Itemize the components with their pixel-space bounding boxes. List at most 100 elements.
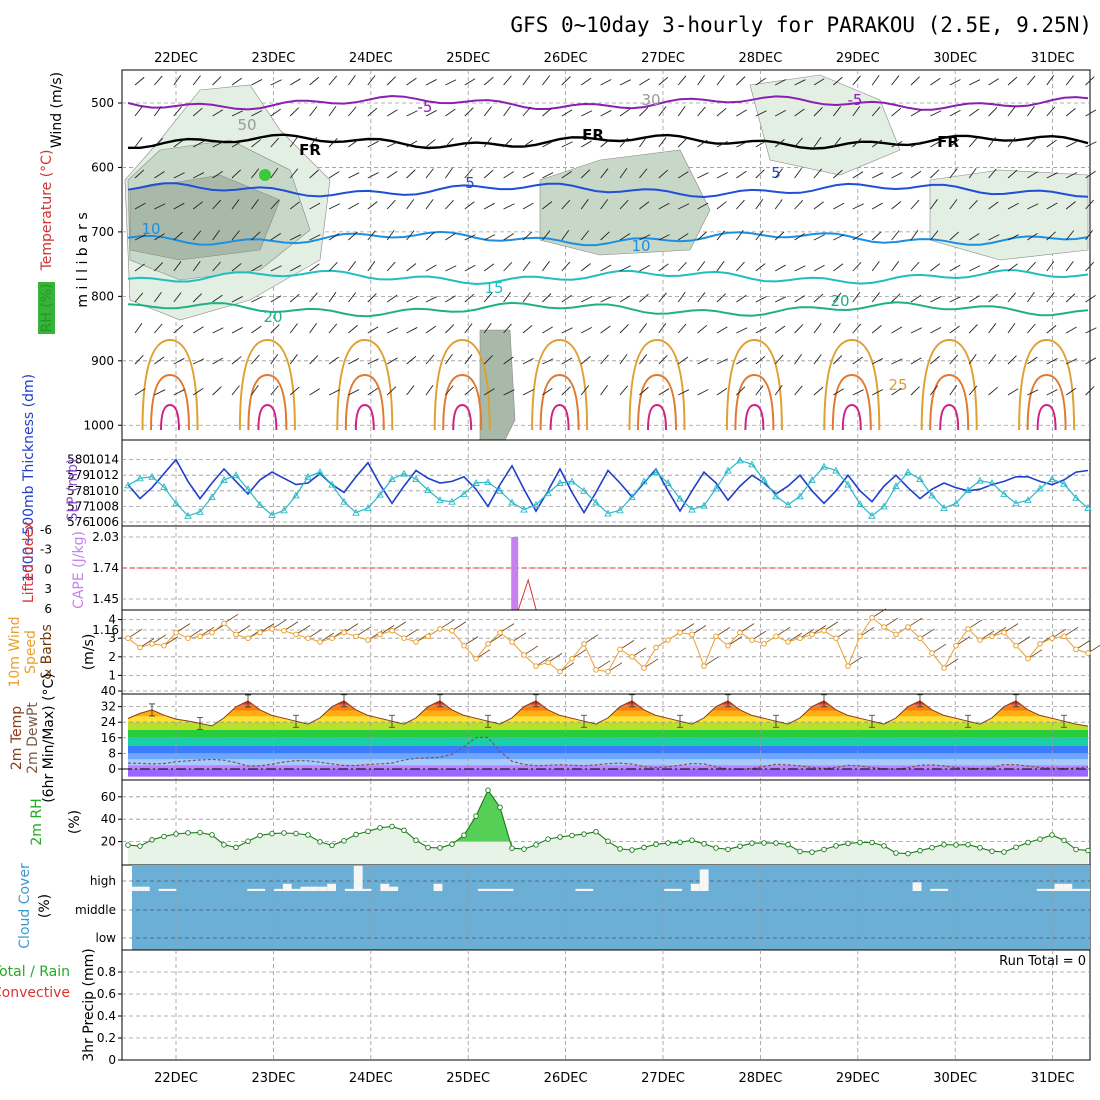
wind-barb (503, 233, 514, 241)
wind-barb (600, 264, 612, 272)
rh-point (161, 833, 167, 840)
wind-barb (309, 292, 318, 303)
wind-speed-point (197, 633, 203, 640)
wind-barb (134, 292, 144, 303)
high-cloud-bar (584, 888, 594, 891)
wind-barb (910, 386, 920, 396)
high-cloud-bar (575, 888, 585, 891)
wind-barb (134, 169, 145, 179)
date-tick-bottom: 30DEC (933, 1071, 977, 1086)
wind-barb (891, 387, 902, 396)
rh-point (713, 845, 719, 851)
wind-speed-point (629, 654, 635, 660)
wind-barb (1027, 171, 1038, 179)
axis-title-temperature2m-line: (6hr Min/Max) (°C) (41, 673, 57, 803)
temperature-tick-label: 32 (101, 700, 116, 714)
wind-barb (1046, 261, 1055, 272)
wind-barb (949, 231, 959, 241)
wind-barb (561, 199, 571, 210)
lifted-index-tick: -3 (40, 543, 52, 557)
wind-barb (736, 386, 746, 396)
thickness-tick-label: 576 (67, 515, 90, 529)
wind-barb (367, 107, 378, 117)
wind-barb (852, 171, 864, 179)
wind-barb (173, 106, 182, 117)
wind-speed-point (917, 635, 923, 642)
axis-title-convective: Convective (0, 985, 70, 1001)
high-cloud-bar (344, 888, 354, 891)
wind-barb (910, 199, 920, 210)
boundary-isotherm (823, 338, 881, 431)
wind-barb (736, 229, 744, 241)
wind-barb (581, 110, 593, 117)
rh-point (677, 839, 683, 846)
isotherm-line (127, 301, 1089, 318)
slp-point (328, 480, 336, 488)
wind-speed-point (221, 620, 227, 627)
slp-point (940, 504, 948, 511)
wind-speed-point (497, 629, 503, 636)
wind-barb (697, 357, 709, 365)
wind-barb (425, 110, 437, 117)
wind-speed-point (1013, 642, 1019, 649)
wind-speed-point (725, 642, 731, 649)
wind-barb (968, 199, 978, 210)
high-cloud-bar (273, 888, 283, 891)
wind-barb (774, 110, 787, 117)
slp-point (460, 489, 468, 497)
axis-unit-rh2m-line: (%) (67, 810, 83, 834)
high-cloud-bar (167, 888, 177, 891)
wind-barb (910, 294, 922, 303)
wind-speed-point (293, 631, 299, 638)
wind-barb (503, 105, 511, 117)
slp-point (304, 472, 312, 480)
slp-point (268, 511, 276, 518)
pressure-tick-label: 600 (91, 160, 114, 174)
wind-barb (154, 233, 165, 241)
wind-barb (677, 356, 689, 365)
wind-barb (464, 386, 475, 396)
wind-barb (580, 296, 593, 303)
date-tick-top: 24DEC (349, 51, 393, 66)
wind-barb (367, 201, 378, 210)
wind-barb (1085, 170, 1096, 179)
wind-barb (852, 261, 862, 272)
date-tick-bottom: 28DEC (738, 1071, 782, 1086)
wind-barb (406, 385, 415, 396)
wind-barb (193, 358, 205, 365)
rh-point (353, 831, 359, 838)
wind-barb (852, 291, 861, 303)
date-tick-bottom: 27DEC (641, 1071, 685, 1086)
wind-barb (1065, 172, 1078, 179)
rh-point (917, 847, 923, 854)
boundary-isotherm (160, 403, 180, 431)
wind-speed-point (1001, 629, 1007, 636)
rh-legend-swatch (38, 282, 55, 334)
wind-barb (619, 385, 629, 396)
wind-speed-point (989, 633, 995, 640)
high-cloud-bar (300, 886, 310, 891)
wind-barb (154, 203, 166, 210)
precip-panel: 0 0.2 0.4 0.6 0.8 Run Total = 0 (97, 949, 1091, 1067)
slp-point (628, 493, 636, 500)
wind-barb (134, 234, 146, 241)
boundary-isotherm (150, 373, 190, 431)
wind-barb (212, 357, 224, 365)
high-cloud-bar (158, 888, 168, 891)
slp-point (1024, 496, 1032, 504)
wind-barb (386, 357, 398, 365)
boundary-isotherm (1018, 338, 1076, 431)
slp-point (412, 475, 420, 483)
rh-point (305, 832, 311, 838)
wind-barb (949, 264, 961, 272)
wind-barb (600, 139, 611, 148)
rh-point (581, 831, 587, 837)
boundary-isotherm (539, 373, 580, 431)
minmax-errorbar (917, 694, 923, 708)
minmax-errorbar (1061, 714, 1067, 728)
wind-barb (716, 261, 725, 272)
wind-speed-point (941, 665, 947, 671)
slp-point (892, 482, 900, 490)
rh-contour-region (749, 74, 901, 176)
boundary-isotherm (841, 403, 862, 431)
